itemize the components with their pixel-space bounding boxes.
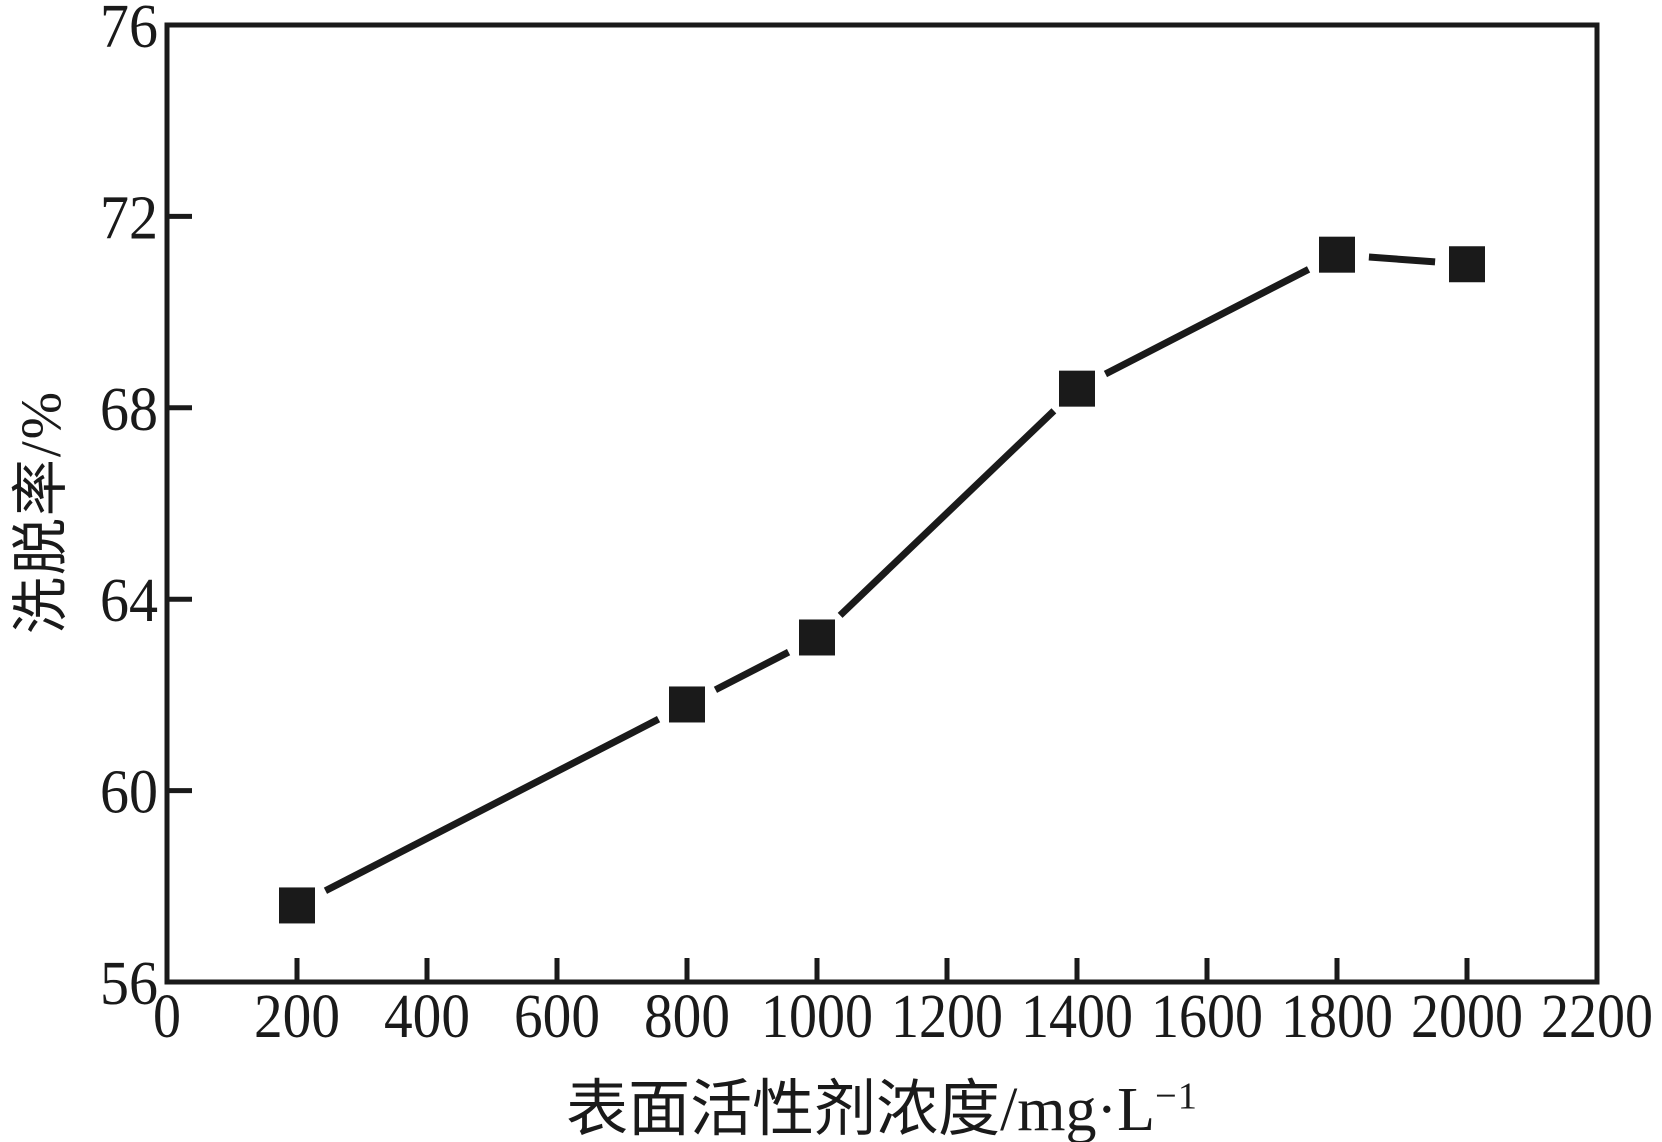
data-point-marker (279, 887, 315, 924)
x-tick-label: 1600 (1151, 983, 1263, 1051)
y-tick-label: 68 (100, 376, 158, 444)
y-tick-label: 72 (100, 184, 158, 252)
data-point-marker (799, 619, 835, 656)
axis-box (164, 22, 1600, 985)
x-tick-label: 400 (384, 983, 470, 1051)
series-line-segment (713, 649, 791, 693)
y-tick-label: 56 (100, 950, 158, 1018)
series-line-segment (837, 408, 1057, 618)
x-tick-label: 2200 (1541, 983, 1653, 1051)
y-tick-label: 60 (100, 759, 158, 827)
y-tick-label: 64 (100, 567, 158, 635)
series-line-segment (1368, 253, 1436, 266)
x-tick-label: 1800 (1281, 983, 1393, 1051)
series-line-segment (323, 716, 661, 894)
x-tick-label: 1200 (891, 983, 1003, 1051)
series-line-segment (1103, 266, 1311, 378)
x-tick-label: 1000 (761, 983, 873, 1051)
x-tick-label: 2000 (1411, 983, 1523, 1051)
x-tick-label: 1400 (1021, 983, 1133, 1051)
y-axis-title: 洗脱率/% (10, 389, 73, 635)
x-axis-title-superscript: −1 (1155, 1075, 1198, 1118)
y-tick-label: 76 (100, 0, 158, 61)
x-axis-title-text: 表面活性剂浓度/mg·L (566, 1076, 1156, 1142)
x-tick-label: 600 (514, 983, 600, 1051)
data-point-marker (1319, 236, 1355, 273)
x-axis-title: 表面活性剂浓度/mg·L−1 (167, 1058, 1597, 1142)
x-tick-label: 200 (254, 983, 340, 1051)
data-point-marker (1059, 370, 1095, 407)
data-point-marker (669, 686, 705, 723)
x-tick-label: 0 (153, 983, 181, 1051)
x-tick-label: 800 (644, 983, 730, 1051)
data-point-marker (1449, 246, 1485, 283)
